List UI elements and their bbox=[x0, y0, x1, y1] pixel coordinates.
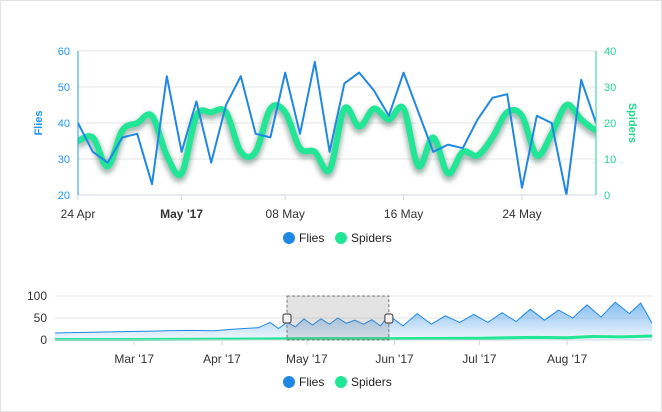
right-y-tick-label: 30 bbox=[604, 82, 616, 94]
main-series-group bbox=[78, 60, 596, 195]
navigator-selection[interactable] bbox=[282, 295, 394, 341]
navigator-legend-label-flies: Flies bbox=[299, 375, 324, 389]
navigator-legend-item-flies[interactable]: Flies bbox=[283, 375, 324, 389]
navigator-x-tick-label: Jun '17 bbox=[375, 352, 414, 366]
navigator-x-tick-label: Jul '17 bbox=[462, 352, 497, 366]
left-y-tick-label: 50 bbox=[58, 82, 70, 94]
right-y-tick-label: 10 bbox=[604, 154, 616, 166]
navigator-plot-area[interactable] bbox=[54, 301, 653, 342]
legend-marker-flies bbox=[283, 232, 295, 244]
right-y-tick-label: 20 bbox=[604, 118, 616, 130]
main-x-tick-labels: 24 Apr May '17 08 May 16 May 24 May bbox=[61, 195, 542, 221]
left-y-tick-label: 30 bbox=[58, 154, 70, 166]
left-y-tick-label: 60 bbox=[58, 46, 70, 58]
navigator-y-tick-label: 100 bbox=[27, 289, 47, 303]
navigator-y-tick-labels: 0 50 100 bbox=[27, 289, 47, 347]
right-y-axis-title: Spiders bbox=[626, 103, 638, 143]
main-x-tick-label: 24 Apr bbox=[61, 207, 96, 221]
navigator-x-tick-label: May '17 bbox=[286, 352, 328, 366]
main-x-tick-label: 16 May bbox=[384, 207, 423, 221]
navigator-legend-label-spiders: Spiders bbox=[351, 375, 392, 389]
legend-item-flies[interactable]: Flies bbox=[283, 231, 324, 245]
navigator-x-tick-label: Aug '17 bbox=[547, 352, 588, 366]
navigator-y-tick-label: 50 bbox=[34, 311, 48, 325]
legend-marker-spiders bbox=[335, 232, 347, 244]
navigator-x-tick-label: Apr '17 bbox=[203, 352, 241, 366]
navigator-legend-marker-spiders bbox=[335, 376, 347, 388]
main-legend: Flies Spiders bbox=[283, 231, 392, 245]
legend-label-spiders: Spiders bbox=[351, 231, 392, 245]
left-y-tick-label: 20 bbox=[58, 190, 70, 202]
main-x-tick-label: 24 May bbox=[502, 207, 541, 221]
navigator-selection-range[interactable] bbox=[286, 295, 390, 341]
navigator-legend-marker-flies bbox=[283, 376, 295, 388]
main-x-tick-label: 08 May bbox=[266, 207, 305, 221]
navigator-x-tick-label: Mar '17 bbox=[114, 352, 154, 366]
left-y-axis-title: Flies bbox=[33, 110, 45, 135]
left-y-tick-label: 40 bbox=[58, 118, 70, 130]
navigator-left-handle[interactable] bbox=[282, 313, 292, 324]
right-y-tick-label: 0 bbox=[604, 190, 610, 202]
navigator-legend: Flies Spiders bbox=[283, 375, 392, 389]
legend-item-spiders[interactable]: Spiders bbox=[335, 231, 392, 245]
main-x-tick-label: May '17 bbox=[160, 207, 203, 221]
legend-label-flies: Flies bbox=[299, 231, 324, 245]
navigator-spiders-line bbox=[55, 334, 653, 342]
right-y-tick-label: 40 bbox=[604, 46, 616, 58]
navigator-flies-line bbox=[54, 301, 653, 334]
main-plot-area[interactable] bbox=[78, 60, 611, 195]
navigator-legend-item-spiders[interactable]: Spiders bbox=[335, 375, 392, 389]
navigator-right-handle[interactable] bbox=[384, 313, 394, 324]
navigator-y-tick-label: 0 bbox=[40, 333, 47, 347]
left-y-tick-labels: 20 30 40 50 60 bbox=[58, 46, 70, 202]
right-y-tick-labels: 0 10 20 30 40 bbox=[604, 46, 616, 202]
navigator-x-tick-labels: Mar '17 Apr '17 May '17 Jun '17 Jul '17 Aug '… bbox=[114, 340, 588, 366]
